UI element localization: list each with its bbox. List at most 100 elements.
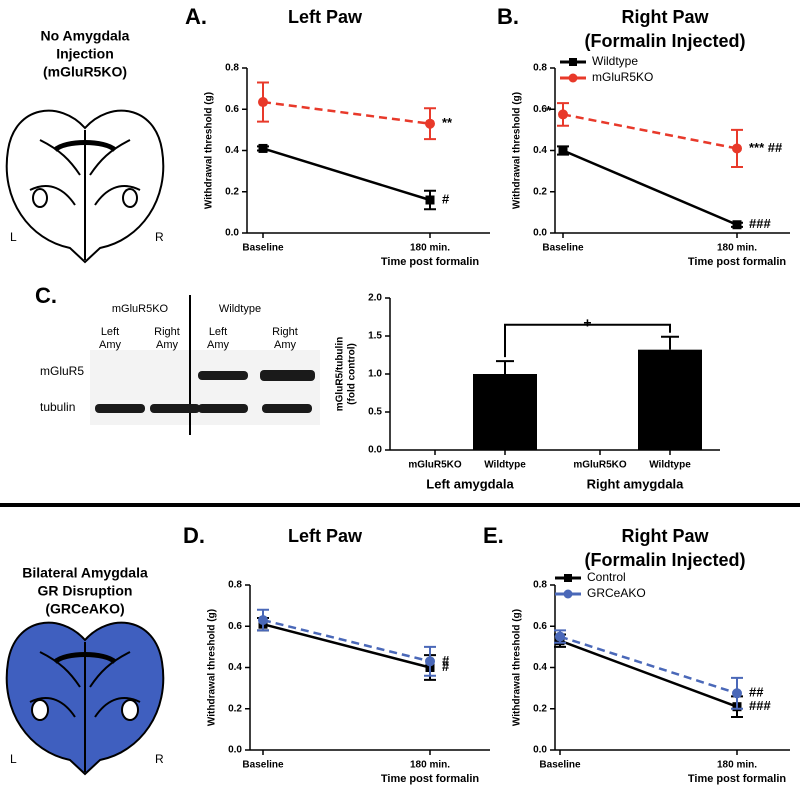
chart-title: (Formalin Injected): [584, 550, 745, 570]
marker: [732, 143, 742, 154]
chart-title: Left Paw: [288, 526, 363, 546]
y-tick-label: 2.0: [368, 293, 382, 304]
lane-label: Right: [272, 326, 298, 338]
significance: ###: [749, 698, 771, 713]
panel-label: B.: [497, 4, 519, 29]
significance: ###: [749, 216, 771, 231]
blot-group: Wildtype: [219, 303, 261, 315]
legend-marker: [564, 574, 572, 582]
caption: Injection: [56, 46, 114, 62]
x-axis-label: Time post formalin: [381, 773, 479, 785]
y-tick-label: 0.0: [533, 745, 547, 756]
side-label: R: [155, 230, 164, 244]
legend-marker: [563, 589, 573, 599]
blot-group: mGluR5KO: [112, 303, 169, 315]
y-tick-label: 0.0: [225, 228, 239, 239]
bracket-label: +: [583, 314, 591, 330]
series-line: [559, 639, 738, 708]
caption: (mGluR5KO): [43, 64, 127, 80]
legend-marker: [568, 73, 578, 83]
marker: [555, 631, 565, 642]
caption: (GRCeAKO): [45, 601, 124, 617]
significance: #: [442, 191, 450, 206]
x-tick-label: 180 min.: [717, 243, 757, 254]
caption: Bilateral Amygdala: [22, 565, 148, 581]
marker: [732, 220, 742, 230]
caption: GR Disruption: [38, 583, 133, 599]
significance: #: [442, 659, 450, 674]
significance: *** ##: [749, 140, 783, 155]
lane-label: Right: [154, 326, 180, 338]
chart-title: Left Paw: [288, 7, 363, 27]
y-axis-label: Withdrawal threshold (g): [512, 609, 523, 726]
error-bar: [496, 360, 514, 374]
bar: [638, 349, 702, 450]
x-axis-label: Time post formalin: [688, 773, 786, 785]
series-line: [559, 635, 738, 695]
chart-title: Right Paw: [621, 526, 709, 546]
y-tick-label: 0.0: [533, 228, 547, 239]
series-line: [562, 149, 738, 226]
marker: [258, 143, 268, 153]
blot-band: [198, 371, 248, 380]
panel-label: C.: [35, 283, 57, 308]
marker: [558, 146, 568, 155]
side-label: L: [10, 230, 17, 244]
error-bar: [661, 335, 679, 350]
row-label: mGluR5: [40, 364, 84, 378]
y-axis-label: Withdrawal threshold (g): [207, 609, 218, 726]
lane-label: Amy: [274, 339, 297, 351]
y-tick-label: 0.6: [533, 104, 547, 115]
blot-band: [198, 404, 248, 413]
y-tick-label: 0.8: [225, 63, 239, 74]
x-axis-label: Time post formalin: [381, 256, 479, 268]
series-line: [562, 113, 738, 150]
significance: #: [442, 653, 450, 668]
x-tick-label: 180 min.: [410, 760, 450, 771]
x-tick-label: Baseline: [242, 760, 284, 771]
y-tick-label: 0.4: [225, 145, 239, 156]
y-tick-label: 0.8: [533, 63, 547, 74]
marker: [258, 97, 268, 108]
x-tick-label: 180 min.: [717, 760, 757, 771]
lane-label: Left: [101, 326, 119, 338]
blot-background: [90, 350, 320, 425]
blot-band: [95, 404, 145, 413]
x-axis-label: Time post formalin: [688, 256, 786, 268]
lane-label: Amy: [156, 339, 179, 351]
y-tick-label: 0.2: [228, 703, 242, 714]
brain-bottom: [5, 621, 165, 776]
x-tick-label: Wildtype: [484, 460, 526, 471]
marker: [558, 109, 568, 120]
y-axis-label: Withdrawal threshold (g): [204, 92, 215, 209]
lane-label: Left: [209, 326, 227, 338]
brain-top: [5, 109, 165, 264]
blot-band: [150, 404, 200, 413]
bar: [473, 374, 537, 450]
marker: [732, 688, 742, 699]
legend-label: Wildtype: [592, 54, 638, 68]
marker: [425, 656, 435, 667]
panel-label: A.: [185, 4, 207, 29]
lane-label: Amy: [99, 339, 122, 351]
x-tick-label: 180 min.: [410, 243, 450, 254]
series-line: [262, 147, 431, 202]
x-tick-label: mGluR5KO: [408, 460, 462, 471]
legend-label: Control: [587, 570, 626, 584]
series-line: [262, 622, 431, 669]
panel-label: D.: [183, 523, 205, 548]
y-tick-label: 0.4: [533, 145, 547, 156]
x-tick-label: Baseline: [242, 243, 284, 254]
significance: **: [442, 115, 453, 130]
y-tick-label: 0.4: [533, 662, 547, 673]
y-tick-label: 0.5: [368, 407, 382, 418]
significance: *: [546, 103, 552, 118]
blot-band: [260, 370, 315, 381]
y-tick-label: 0.0: [368, 445, 382, 456]
x-tick-label: Baseline: [539, 760, 581, 771]
y-tick-label: 0.8: [533, 580, 547, 591]
caption: No Amygdala: [41, 28, 130, 44]
marker: [425, 195, 435, 205]
chart-title: (Formalin Injected): [584, 31, 745, 51]
